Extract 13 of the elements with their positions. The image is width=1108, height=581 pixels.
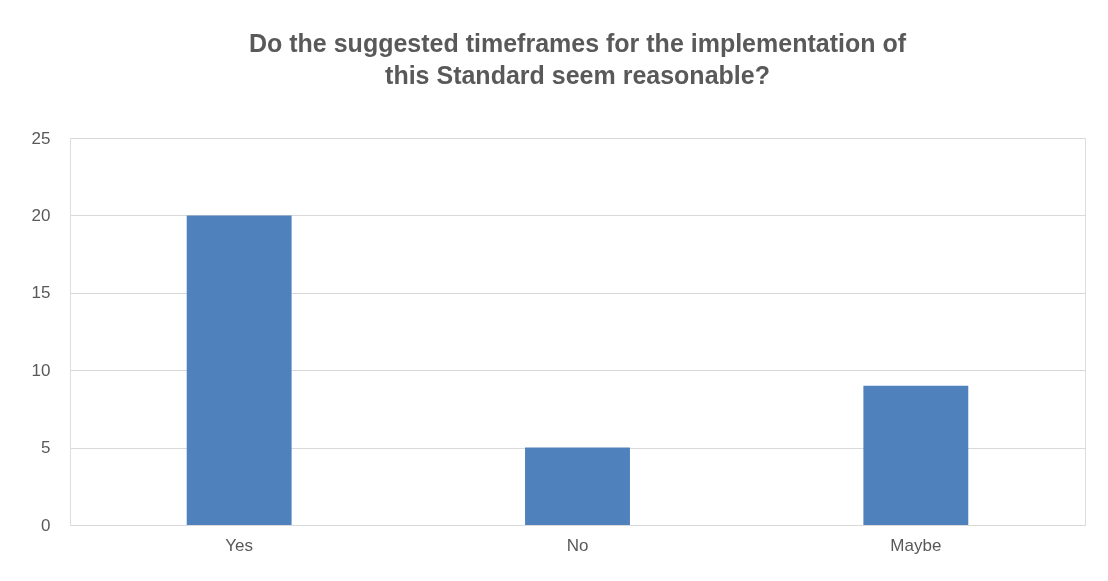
x-tick-label: No [566, 535, 589, 555]
x-tick-label: Maybe [890, 535, 942, 555]
bar [186, 215, 292, 525]
chart-title: Do the suggested timeframes for the implementation of this Standard seem reasonable? [248, 29, 907, 89]
y-tick-label: 10 [31, 360, 51, 380]
y-tick-label: 25 [31, 128, 51, 148]
bar [525, 447, 630, 525]
bar [863, 385, 969, 525]
y-tick-label: 20 [31, 205, 51, 225]
y-tick-label: 15 [31, 283, 51, 303]
x-tick-label: Yes [225, 535, 254, 555]
y-tick-label: 5 [41, 438, 51, 458]
y-tick-label: 0 [41, 515, 51, 535]
